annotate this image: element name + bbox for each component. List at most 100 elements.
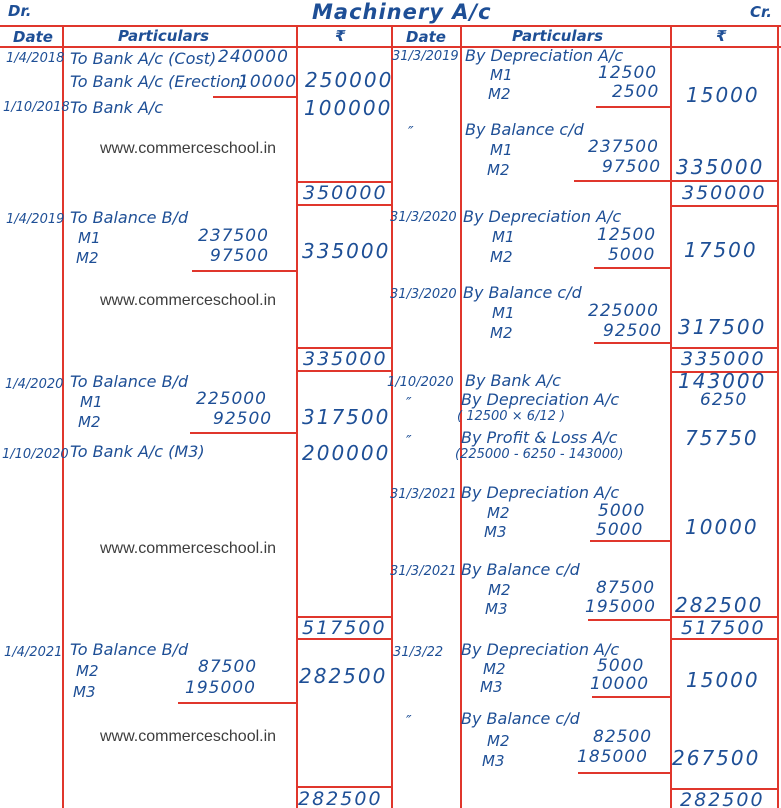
underline xyxy=(592,696,670,698)
cr-entry-particulars: By Depreciation A/c xyxy=(461,390,620,409)
machine-label: M2 xyxy=(490,324,513,342)
sub-amount: 87500 xyxy=(596,578,656,598)
underline xyxy=(596,106,670,108)
dr-entry-particulars: To Balance B/d xyxy=(70,640,189,659)
total-rule xyxy=(296,204,393,206)
cr-entry-particulars: By Depreciation A/c xyxy=(461,640,620,659)
amount-cell: 17500 xyxy=(684,238,758,262)
amount-cell: 15000 xyxy=(686,83,760,107)
sub-amount: 240000 xyxy=(218,47,289,67)
page-title: Machinery A/c xyxy=(312,0,492,24)
sub-amount: 5000 xyxy=(608,245,656,265)
underline xyxy=(190,432,296,434)
underline xyxy=(590,540,670,542)
sub-amount: 5000 xyxy=(597,656,645,676)
machine-label: M2 xyxy=(487,732,510,750)
cr-entry-date: 31/3/2021 xyxy=(390,564,457,579)
header-rule xyxy=(0,46,781,48)
sub-amount: 225000 xyxy=(588,301,659,321)
cr-entry-particulars: By Balance c/d xyxy=(461,709,580,728)
total-rule xyxy=(296,786,393,788)
cr-entry-particulars: By Depreciation A/c xyxy=(465,46,624,65)
total-rule xyxy=(670,638,779,640)
underline xyxy=(588,619,672,621)
dr-entry-date: 1/10/2020 xyxy=(2,447,69,462)
calculation-note: ( 12500 × 6/12 ) xyxy=(457,409,566,424)
watermark: www.commerceschool.in xyxy=(100,292,277,309)
cr-entry-particulars: By Bank A/c xyxy=(465,371,561,390)
machine-label: M1 xyxy=(80,393,103,411)
grid-vline-cr-date xyxy=(460,25,462,808)
machine-label: M2 xyxy=(487,504,510,522)
machine-label: M2 xyxy=(76,662,99,680)
amount-cell: 317500 xyxy=(302,405,391,429)
underline xyxy=(192,270,296,272)
machine-label: M1 xyxy=(78,229,101,247)
machine-label: M1 xyxy=(490,66,513,84)
cr-entry-particulars: By Depreciation A/c xyxy=(461,483,620,502)
underline xyxy=(578,772,672,774)
cr-entry-date-ditto: ″ xyxy=(408,123,414,141)
dr-entry-date: 1/4/2018 xyxy=(6,51,65,66)
machine-label: M1 xyxy=(492,228,515,246)
machine-label: M3 xyxy=(73,683,96,701)
sub-amount: 87500 xyxy=(198,657,258,677)
sub-amount: 97500 xyxy=(210,246,270,266)
sub-amount: 12500 xyxy=(598,63,658,83)
sub-amount: 82500 xyxy=(593,727,653,747)
underline xyxy=(213,96,296,98)
machine-label: M1 xyxy=(492,304,515,322)
sub-amount: 10000 xyxy=(590,674,650,694)
amount-cell: 143000 xyxy=(678,369,767,393)
amount-cell: 335000 xyxy=(676,155,765,179)
dr-entry-particulars: To Bank A/c (Cost) xyxy=(70,49,217,68)
amount-cell: 335000 xyxy=(302,239,391,263)
amount-cell: 6250 xyxy=(700,390,748,410)
machine-label: M2 xyxy=(76,249,99,267)
machine-label: M3 xyxy=(484,523,507,541)
cr-entry-particulars: By Depreciation A/c xyxy=(463,207,622,226)
dr-entry-particulars: To Bank A/c (M3) xyxy=(70,442,205,461)
grid-vline-dr-amount xyxy=(296,25,298,808)
total-rule xyxy=(296,347,393,349)
sub-amount: 5000 xyxy=(598,501,646,521)
sub-amount: 195000 xyxy=(585,597,656,617)
dr-entry-date: 1/4/2021 xyxy=(4,645,63,660)
total-rule xyxy=(670,371,779,373)
amount-cell: 200000 xyxy=(302,441,391,465)
total-cell: 282500 xyxy=(298,788,383,808)
sub-amount: 225000 xyxy=(196,389,267,409)
dr-entry-particulars: To Bank A/c (Erection) xyxy=(70,72,247,91)
grid-vline-dr-date xyxy=(62,25,64,808)
total-cell: 282500 xyxy=(680,789,765,808)
total-rule xyxy=(296,181,393,183)
total-rule xyxy=(670,347,779,349)
amount-cell: 75750 xyxy=(685,426,759,450)
watermark: www.commerceschool.in xyxy=(100,140,277,157)
total-cell: 517500 xyxy=(302,617,387,639)
total-cell: 517500 xyxy=(681,617,766,639)
amount-cell: 10000 xyxy=(685,515,759,539)
sub-amount: 237500 xyxy=(588,137,659,157)
machine-label: M2 xyxy=(488,85,511,103)
amount-cell: 317500 xyxy=(678,315,767,339)
dr-entry-particulars: To Bank A/c xyxy=(70,98,164,117)
machine-label: M2 xyxy=(483,660,506,678)
cr-entry-particulars: By Balance c/d xyxy=(465,120,584,139)
cr-col-header-particulars: Particulars xyxy=(512,27,604,45)
sub-amount: 185000 xyxy=(577,747,648,767)
calculation-note: (225000 - 6250 - 143000) xyxy=(455,447,624,462)
sub-amount: 195000 xyxy=(185,678,256,698)
sub-amount: 10000 xyxy=(238,72,298,92)
amount-cell: 282500 xyxy=(299,664,388,688)
total-rule xyxy=(296,616,393,618)
machine-label: M3 xyxy=(482,752,505,770)
dr-col-header-particulars: Particulars xyxy=(118,27,210,45)
cr-entry-particulars: By Balance c/d xyxy=(461,560,580,579)
sub-amount: 92500 xyxy=(213,409,273,429)
total-rule xyxy=(670,180,779,182)
grid-vline-center xyxy=(391,25,393,808)
machine-label: M2 xyxy=(78,413,101,431)
cr-entry-date: 31/3/22 xyxy=(393,645,444,660)
